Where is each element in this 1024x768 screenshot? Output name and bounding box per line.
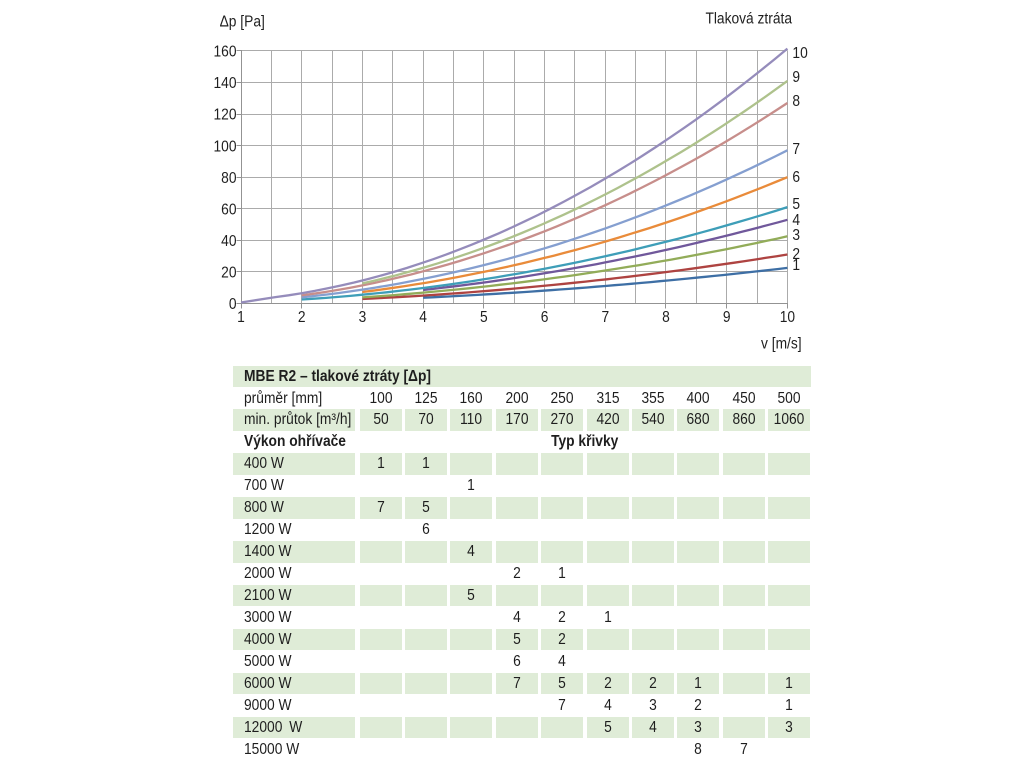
svg-text:10: 10	[792, 46, 807, 63]
svg-text:5: 5	[480, 310, 488, 327]
svg-text:1: 1	[237, 310, 245, 327]
svg-text:4: 4	[792, 213, 800, 230]
svg-text:3: 3	[359, 310, 367, 327]
svg-text:v [m/s]: v [m/s]	[761, 336, 802, 353]
svg-text:5: 5	[792, 197, 800, 214]
svg-text:120: 120	[213, 107, 236, 124]
svg-text:8: 8	[662, 310, 670, 327]
svg-text:6: 6	[541, 310, 549, 327]
svg-text:160: 160	[213, 44, 236, 61]
svg-text:4: 4	[419, 310, 427, 327]
svg-text:40: 40	[221, 233, 236, 250]
svg-text:8: 8	[792, 94, 800, 111]
svg-text:6: 6	[792, 170, 800, 187]
svg-text:80: 80	[221, 170, 236, 187]
svg-text:2: 2	[298, 310, 306, 327]
svg-text:3: 3	[792, 228, 800, 245]
svg-text:100: 100	[213, 139, 236, 156]
svg-text:Tlaková ztráta: Tlaková ztráta	[705, 11, 792, 28]
svg-text:9: 9	[792, 70, 800, 87]
svg-text:140: 140	[213, 76, 236, 93]
svg-text:60: 60	[221, 202, 236, 219]
svg-text:2: 2	[792, 247, 800, 264]
svg-text:7: 7	[601, 310, 609, 327]
svg-text:10: 10	[780, 310, 795, 327]
svg-text:1: 1	[792, 258, 800, 275]
svg-text:Δp [Pa]: Δp [Pa]	[220, 14, 265, 31]
svg-text:0: 0	[229, 296, 237, 313]
svg-text:7: 7	[792, 142, 800, 159]
svg-text:9: 9	[723, 310, 731, 327]
svg-text:20: 20	[221, 265, 236, 282]
